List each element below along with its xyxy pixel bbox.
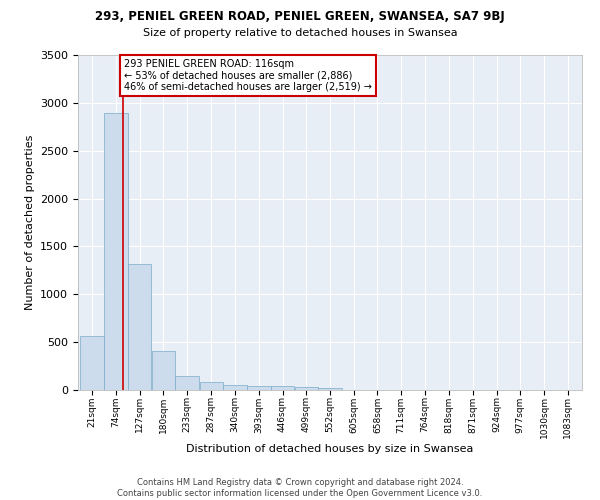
Bar bbox=[128, 264, 151, 390]
Bar bbox=[247, 386, 271, 390]
Bar bbox=[295, 387, 318, 390]
Bar bbox=[80, 336, 104, 390]
Text: Size of property relative to detached houses in Swansea: Size of property relative to detached ho… bbox=[143, 28, 457, 38]
Bar bbox=[200, 382, 223, 390]
Y-axis label: Number of detached properties: Number of detached properties bbox=[25, 135, 35, 310]
X-axis label: Distribution of detached houses by size in Swansea: Distribution of detached houses by size … bbox=[187, 444, 473, 454]
Bar bbox=[104, 114, 128, 390]
Bar bbox=[152, 351, 175, 390]
Text: 293 PENIEL GREEN ROAD: 116sqm
← 53% of detached houses are smaller (2,886)
46% o: 293 PENIEL GREEN ROAD: 116sqm ← 53% of d… bbox=[124, 59, 371, 92]
Bar bbox=[175, 376, 199, 390]
Bar bbox=[223, 384, 247, 390]
Bar bbox=[318, 388, 342, 390]
Bar bbox=[271, 386, 294, 390]
Text: Contains HM Land Registry data © Crown copyright and database right 2024.
Contai: Contains HM Land Registry data © Crown c… bbox=[118, 478, 482, 498]
Text: 293, PENIEL GREEN ROAD, PENIEL GREEN, SWANSEA, SA7 9BJ: 293, PENIEL GREEN ROAD, PENIEL GREEN, SW… bbox=[95, 10, 505, 23]
